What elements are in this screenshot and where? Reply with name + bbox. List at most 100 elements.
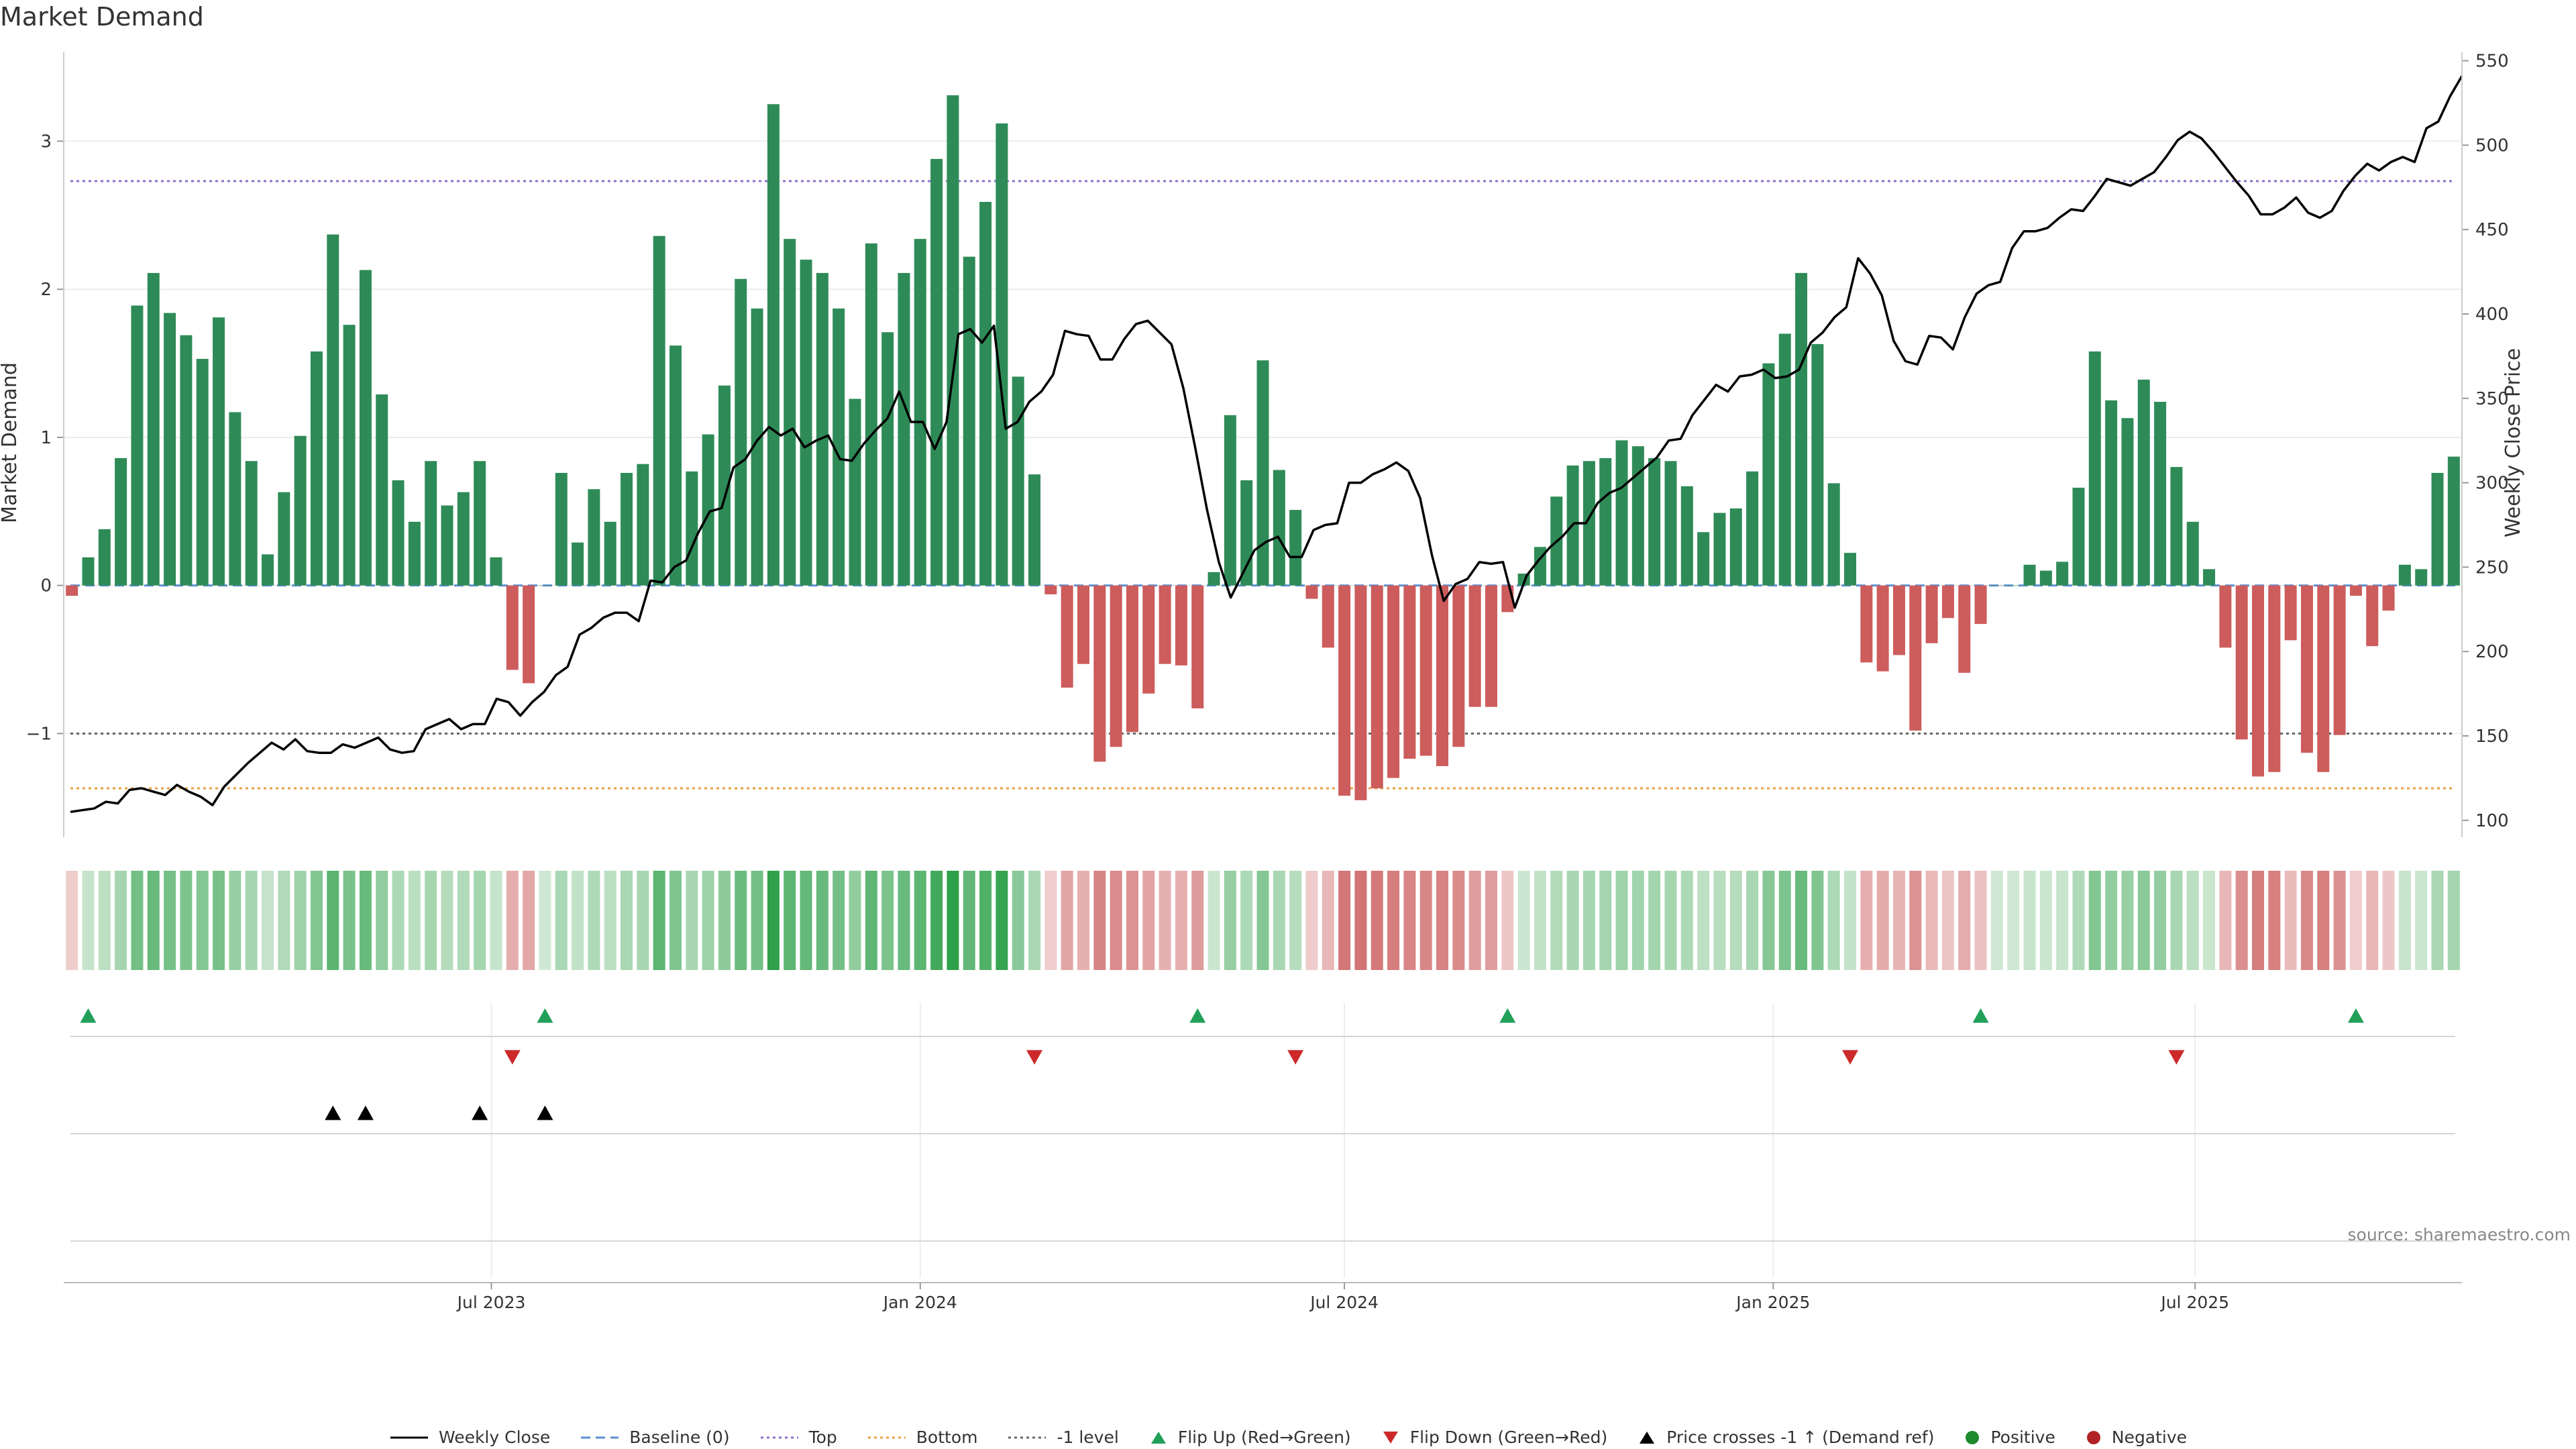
heat-cell [1012, 871, 1024, 970]
demand-bar [1289, 510, 1302, 586]
heat-cell [408, 871, 421, 970]
demand-bar [1615, 440, 1628, 586]
reference-lines [70, 180, 2455, 790]
y-tick-label-left: −1 [26, 724, 52, 744]
heat-cell [1044, 871, 1057, 970]
demand-bar [1941, 585, 1954, 619]
y-tick-label-left: 0 [40, 576, 52, 596]
heat-cell [1191, 871, 1204, 970]
y-tick-label-right: 150 [2475, 727, 2509, 747]
demand-bar [1110, 585, 1122, 747]
heat-cell [849, 871, 861, 970]
heat-cell [2039, 871, 2052, 970]
demand-bar [1925, 585, 1938, 643]
heat-cell [718, 871, 731, 970]
heat-cell [1844, 871, 1857, 970]
heat-cell [2398, 871, 2411, 970]
demand-bar [147, 272, 160, 586]
heat-cell [2284, 871, 2297, 970]
heat-cell [2056, 871, 2069, 970]
heat-cell [229, 871, 241, 970]
x-tick-label: Jan 2024 [882, 1293, 957, 1312]
demand-bar [2105, 400, 2118, 586]
heat-cell [539, 871, 551, 970]
demand-bar [213, 317, 225, 586]
legend-item-price-cross: Price crosses -1 ↑ (Demand ref) [1637, 1428, 1934, 1447]
demand-bar [1436, 585, 1449, 767]
demand-bar [2088, 351, 2101, 586]
demand-bar [963, 256, 975, 586]
legend-label-positive: Positive [1990, 1428, 2055, 1447]
demand-bar [1387, 585, 1400, 778]
demand-bar [2039, 570, 2052, 586]
heat-cell [98, 871, 111, 970]
y-tick-label-right: 300 [2475, 474, 2509, 494]
heat-cell [1305, 871, 1318, 970]
heat-cell [1159, 871, 1171, 970]
heat-cell [2203, 871, 2216, 970]
heat-cell [1827, 871, 1840, 970]
weekly-close-line [70, 75, 2463, 814]
heat-cell [2186, 871, 2199, 970]
heat-cell [833, 871, 845, 970]
demand-bar [2219, 585, 2232, 648]
demand-bar [278, 492, 290, 586]
price-cross-marker [472, 1106, 488, 1120]
weekly-close-line-group [70, 75, 2463, 814]
demand-bar [588, 489, 600, 586]
demand-bar [245, 461, 258, 586]
demand-bar [196, 358, 209, 586]
grid-layer [64, 140, 2462, 1278]
y-tick-label-right: 250 [2475, 557, 2509, 578]
demand-bar [2317, 585, 2330, 772]
flip-down-marker [2168, 1050, 2185, 1065]
heat-cell [523, 871, 535, 970]
heat-cell [1224, 871, 1236, 970]
demand-bar [1012, 376, 1024, 586]
legend-bottom-swatch [867, 1436, 906, 1438]
heat-cell [2415, 871, 2428, 970]
heat-cell [2007, 871, 2020, 970]
legend-item-minus-one: -1 level [1007, 1428, 1119, 1447]
demand-bar [800, 260, 812, 586]
demand-bar [1909, 585, 1922, 731]
demand-bar [474, 461, 486, 586]
heat-cell [1517, 871, 1530, 970]
heat-cell [979, 871, 992, 970]
demand-bar [131, 305, 144, 586]
heat-cell [1077, 871, 1089, 970]
heat-cell [376, 871, 388, 970]
demand-bar [1631, 446, 1644, 586]
demand-bar [898, 272, 910, 586]
demand-bar [816, 272, 828, 586]
heat-cell [164, 871, 176, 970]
heat-cell [2088, 871, 2101, 970]
demand-bars [66, 95, 2460, 800]
heat-cell [2235, 871, 2248, 970]
demand-bar [1305, 585, 1318, 599]
heat-cell [278, 871, 290, 970]
heat-cell [881, 871, 894, 970]
demand-bar [2121, 418, 2134, 586]
heat-cell [2170, 871, 2183, 970]
heat-cell [1061, 871, 1073, 970]
demand-bar [1159, 585, 1171, 664]
heat-cell [457, 871, 470, 970]
price-cross-marker [537, 1106, 553, 1120]
heat-cell [1126, 871, 1138, 970]
heat-cell [784, 871, 796, 970]
demand-bar [82, 557, 95, 586]
demand-bar [1191, 585, 1204, 708]
demand-bar [1208, 572, 1220, 586]
demand-bar [294, 435, 307, 586]
heat-cell [572, 871, 584, 970]
heat-cell [1680, 871, 1693, 970]
demand-bar [425, 461, 437, 586]
heat-cell [1811, 871, 1824, 970]
demand-bar [555, 472, 568, 586]
heat-cell [1778, 871, 1791, 970]
legend-label-baseline: Baseline (0) [629, 1428, 730, 1447]
demand-bar [2349, 585, 2362, 596]
heat-cell [2447, 871, 2460, 970]
